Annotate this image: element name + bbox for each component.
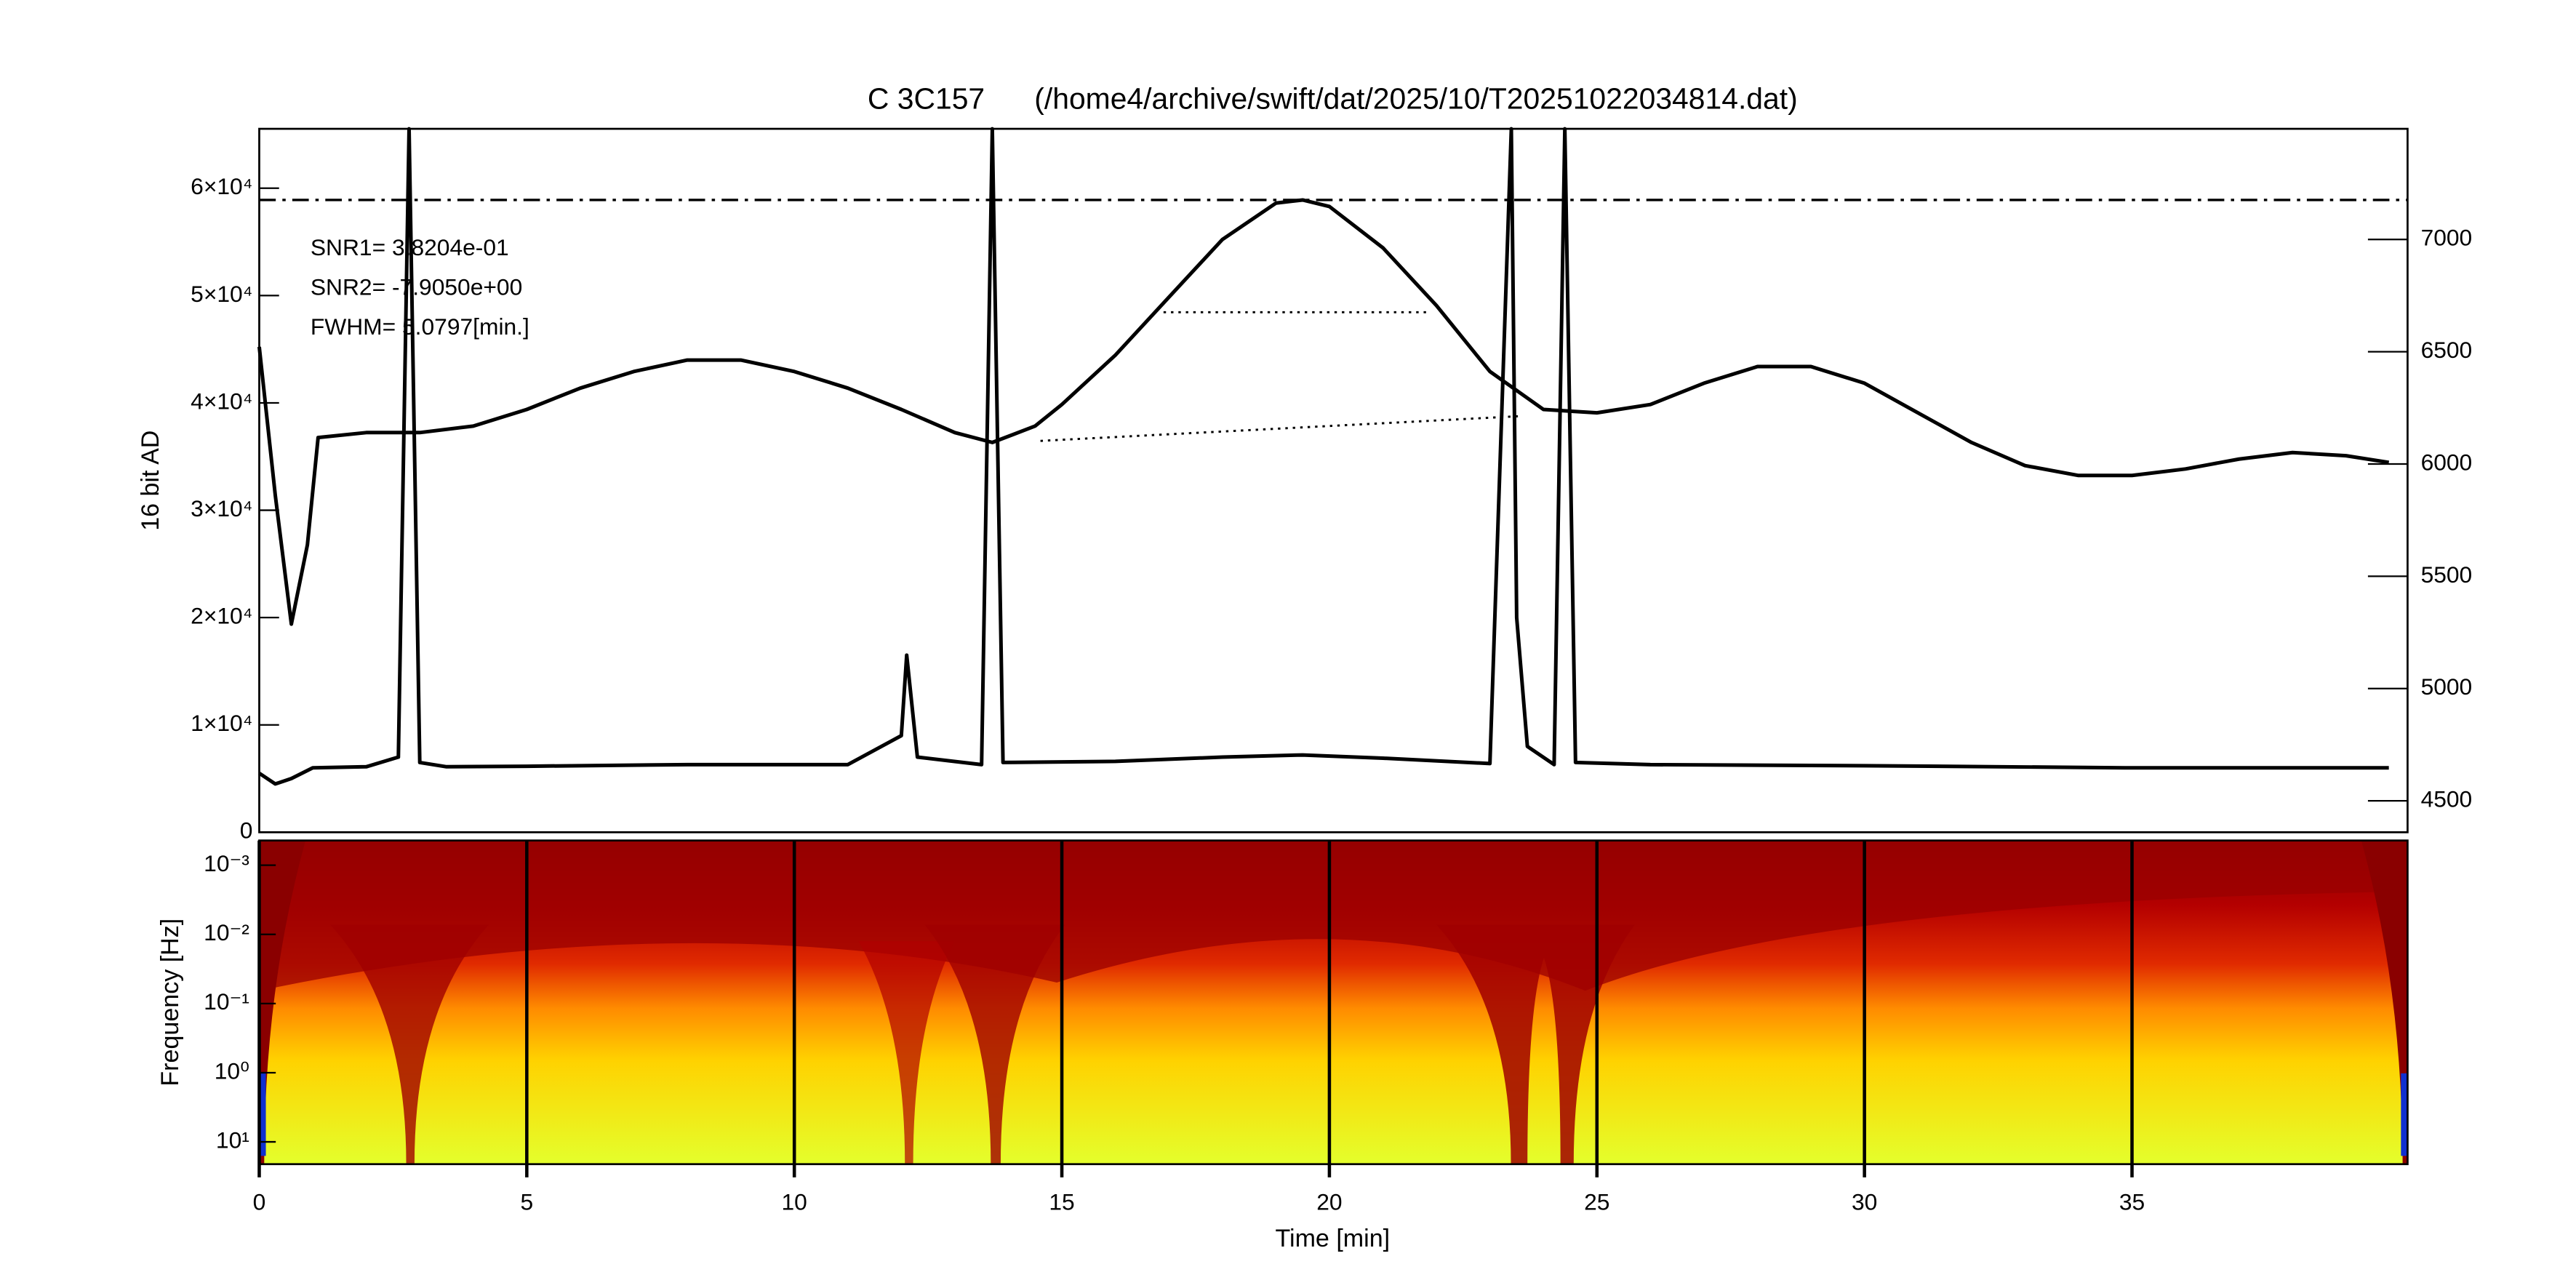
annotation: SNR1= 3.8204e-01 (311, 234, 509, 260)
y-tick-label: 0 (240, 817, 253, 844)
x-tick-label: 35 (2119, 1189, 2145, 1215)
annotation: SNR2= -7.9050e+00 (311, 274, 522, 300)
y-tick-label: 10¹ (216, 1127, 249, 1153)
fwhm-marker (1040, 415, 1520, 442)
spectrogram-edge-low (259, 1073, 266, 1156)
y-axis-label: 16 bit AD (137, 431, 164, 531)
y-tick-label: 6×10⁴ (191, 173, 252, 199)
x-tick-label: 15 (1049, 1189, 1074, 1215)
y-tick-label: 10⁻² (204, 919, 249, 945)
spectrogram-image (259, 840, 2408, 1164)
x-tick-label: 30 (1852, 1189, 1877, 1215)
annotation: FWHM= 5.0797[min.] (311, 313, 529, 340)
series-line (258, 127, 2389, 786)
y-tick-label: 5×10⁴ (191, 281, 252, 307)
x-tick-label: 10 (782, 1189, 807, 1215)
y-tick-label: 1×10⁴ (191, 710, 252, 736)
y2-tick-label: 7000 (2421, 225, 2473, 251)
x-tick-label: 0 (253, 1189, 266, 1215)
spectrogram-edge-low (2401, 1073, 2408, 1156)
x-tick-label: 25 (1584, 1189, 1609, 1215)
top-frame (258, 127, 2409, 833)
spectrogram-cone (858, 941, 955, 1164)
y-tick-label: 10⁻¹ (204, 988, 249, 1015)
y2-tick-label: 5500 (2421, 561, 2473, 588)
spectrogram-cone (1436, 924, 1635, 1164)
spectrogram-edge (259, 840, 306, 1164)
y-tick-label: 10⁻³ (204, 850, 249, 876)
y2-tick-label: 6500 (2421, 337, 2473, 363)
y2-tick-label: 5000 (2421, 673, 2473, 700)
chart-title: C 3C157 (/home4/archive/swift/dat/2025/1… (868, 81, 1798, 115)
y2-tick-label: 4500 (2421, 786, 2473, 812)
x-axis-label: Time [min] (1275, 1225, 1390, 1252)
spectrogram-cone (924, 924, 1065, 1164)
x-tick-label: 20 (1316, 1189, 1342, 1215)
y-tick-label: 10⁰ (215, 1057, 249, 1084)
series-line (257, 198, 2390, 626)
y-tick-label: 4×10⁴ (191, 388, 252, 414)
spectrogram-dome (259, 840, 2408, 991)
y-axis-label: Frequency [Hz] (156, 919, 184, 1087)
x-tick-label: 5 (520, 1189, 533, 1215)
y-tick-label: 2×10⁴ (191, 603, 252, 629)
spectrogram-cone (330, 924, 489, 1164)
y2-tick-label: 6000 (2421, 449, 2473, 475)
spectrogram-edge (2361, 840, 2408, 1164)
y-tick-label: 3×10⁴ (191, 495, 252, 521)
